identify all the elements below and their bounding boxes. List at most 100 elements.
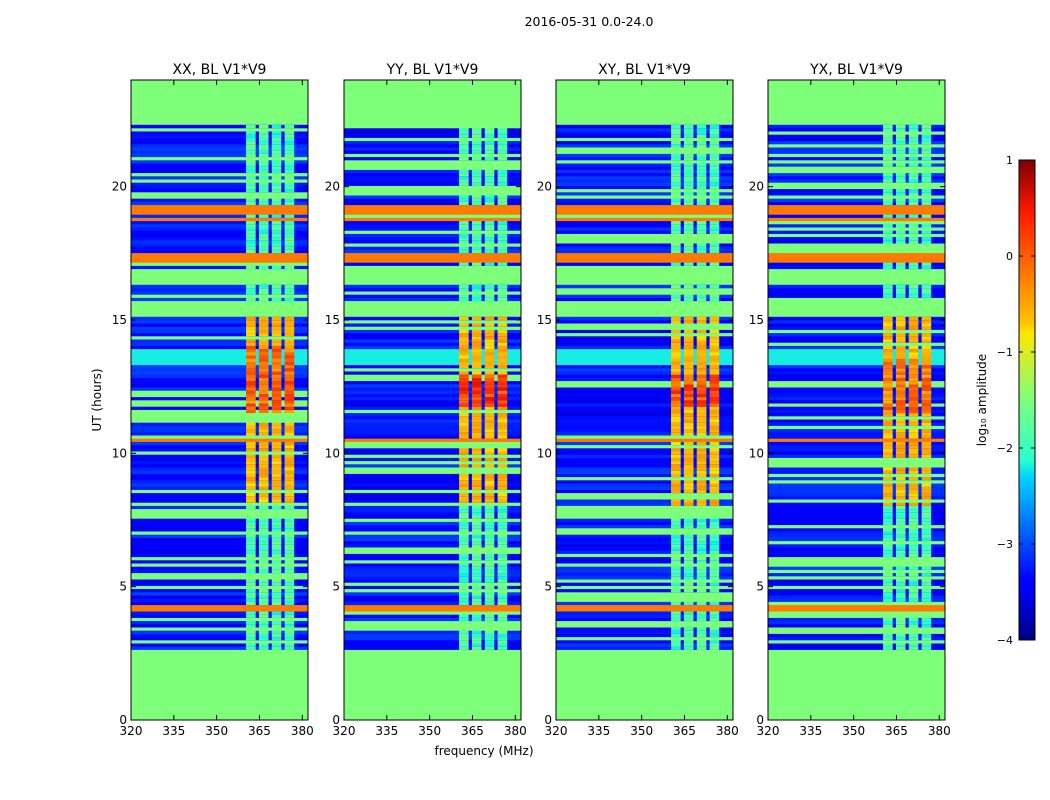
rfi-channel-cell [484,422,495,426]
time-row [768,214,945,218]
time-row [131,352,308,356]
time-row [131,262,308,266]
time-row [344,150,521,154]
rfi-channel-cell [471,150,482,154]
rfi-channel-cell [709,134,720,138]
rfi-channel-cell [258,243,269,247]
time-row [131,361,308,366]
rfi-channel-cell [459,537,469,542]
rfi-channel-cell [696,380,707,385]
rfi-channel-cell [709,348,720,353]
rfi-channel-cell [471,473,482,478]
rfi-channel-cell [258,345,269,350]
rfi-channel-cell [883,134,893,138]
rfi-channel-cell [895,396,906,401]
rfi-channel-cell [921,380,932,385]
rfi-channel-cell [709,630,720,634]
time-row [344,451,521,455]
rfi-channel-cell [683,556,694,561]
rfi-channel-cell [246,326,256,330]
rfi-channel-cell [271,486,282,490]
rfi-channel-cell [284,144,295,148]
rfi-channel-cell [471,617,482,622]
rfi-channel-cell [258,227,269,231]
rfi-channel-cell [246,371,256,375]
time-row [556,512,733,516]
rfi-channel-cell [908,326,919,330]
rfi-channel-cell [258,316,269,321]
rfi-channel-cell [883,150,893,154]
rfi-channel-cell [258,364,269,369]
rfi-channel-cell [683,422,694,426]
rfi-channel-cell [683,473,694,478]
time-row [344,316,521,321]
rfi-channel-cell [471,371,482,375]
time-row [556,643,733,647]
rfi-channel-cell [246,236,256,241]
rfi-channel-cell [671,630,681,634]
rfi-channel-cell [709,396,720,401]
rfi-channel-cell [683,201,694,206]
time-row [768,515,945,519]
time-row [131,144,308,148]
time-row [131,428,308,433]
rfi-channel-cell [471,249,482,254]
rfi-channel-cell [671,185,681,190]
time-row [344,211,521,215]
rfi-channel-cell [709,524,720,529]
rfi-channel-cell [497,483,508,487]
rfi-channel-cell [883,617,893,622]
rfi-channel-cell [459,393,469,398]
time-row [344,515,521,519]
time-row [556,502,733,506]
y-tick-label: 20 [325,180,340,194]
rfi-channel-cell [246,297,256,302]
time-row [768,646,945,650]
rfi-channel-cell [895,595,906,599]
rfi-channel-cell [246,582,256,586]
time-row [131,432,308,436]
rfi-channel-cell [696,320,707,324]
rfi-channel-cell [883,566,893,570]
time-row [556,620,733,625]
rfi-channel-cell [883,476,893,481]
rfi-channel-cell [908,502,919,506]
rfi-channel-cell [709,176,720,180]
time-row [768,624,945,628]
time-row [344,400,521,404]
rfi-channel-cell [921,176,932,180]
rfi-channel-cell [459,182,469,186]
rfi-channel-cell [908,374,919,378]
rfi-channel-cell [497,576,508,580]
figure-suptitle: 2016-05-31 0.0-24.0 [525,14,654,29]
x-tick-label: 380 [504,724,527,738]
rfi-channel-cell [284,390,295,394]
rfi-channel-cell [696,377,707,382]
rfi-channel-cell [258,368,269,372]
rfi-channel-cell [484,435,495,439]
rfi-channel-cell [883,179,893,183]
rfi-channel-cell [671,284,681,289]
time-row [556,387,733,391]
rfi-channel-cell [895,358,906,362]
rfi-channel-cell [696,457,707,462]
rfi-channel-cell [284,467,295,471]
time-row [131,316,308,321]
time-row [768,163,945,167]
time-row [344,262,521,266]
time-row [556,486,733,490]
time-row [131,406,308,410]
time-row [768,540,945,545]
rfi-channel-cell [497,352,508,356]
time-row [556,595,733,599]
rfi-channel-cell [908,521,919,526]
rfi-channel-cell [271,544,282,548]
time-row [344,448,521,452]
rfi-channel-cell [471,131,482,135]
rfi-channel-cell [484,521,495,526]
rfi-channel-cell [271,153,282,158]
rfi-channel-cell [471,585,482,590]
rfi-channel-cell [246,288,256,292]
rfi-channel-cell [709,262,720,266]
